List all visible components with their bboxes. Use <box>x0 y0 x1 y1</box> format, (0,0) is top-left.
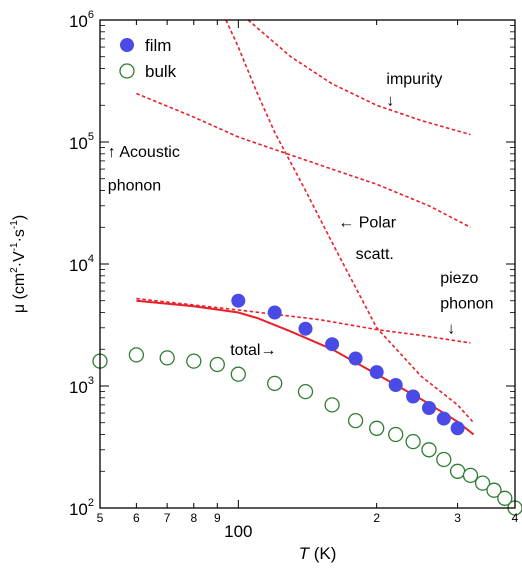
curve-acoustic-phonon <box>136 92 471 229</box>
bulk-point <box>128 347 145 363</box>
y-label-sup3: -1 <box>9 220 20 229</box>
polar-label-2: scatt. <box>356 246 394 263</box>
film-point <box>325 337 340 352</box>
film-point <box>267 305 282 320</box>
polar-label-1: ← Polar <box>338 214 396 231</box>
x-axis-label: T (K) <box>299 544 337 563</box>
bulk-point <box>449 463 466 479</box>
data-points <box>92 293 522 516</box>
plot-frame <box>99 19 516 509</box>
x-axis-label-rest: (K) <box>309 544 336 563</box>
model-curves <box>136 20 475 436</box>
bulk-point <box>388 426 404 443</box>
curve-total <box>136 299 475 436</box>
x-tick-label: 100 <box>224 522 252 541</box>
y-label-sup2: -1 <box>9 242 20 251</box>
film-point <box>422 401 436 415</box>
film-point <box>231 293 246 308</box>
bulk-point <box>486 482 502 498</box>
annotations: impurity ↓ ↑ Acoustic phonon ← Polar scatt. pi… <box>108 71 494 359</box>
bulk-point <box>230 366 246 382</box>
x-tick-label: 7 <box>164 511 171 525</box>
film-point <box>348 351 363 366</box>
film-point <box>450 421 465 436</box>
bulk-point <box>347 412 364 429</box>
bulk-point <box>497 490 513 506</box>
bulk-point <box>324 397 340 413</box>
curve-impurity <box>247 20 471 136</box>
bulk-point <box>462 467 479 484</box>
y-tick-label: 106 <box>69 9 94 31</box>
legend-label-film: film <box>145 36 171 55</box>
piezo-label-1: piezo <box>440 270 478 287</box>
legend-label-bulk: bulk <box>145 62 177 81</box>
y-tick-label: 105 <box>69 131 94 153</box>
x-tick-label: 2 <box>373 511 380 525</box>
bulk-point <box>405 433 421 450</box>
y-label-end: ) <box>11 215 28 220</box>
bulk-point <box>267 375 283 392</box>
legend-marker-bulk <box>119 63 135 79</box>
x-axis-label-italic: T <box>299 544 311 563</box>
y-label-mid2: ·s <box>11 229 28 242</box>
film-point <box>436 411 451 426</box>
x-tick-label: 6 <box>133 511 140 525</box>
y-label-sup1: 2 <box>9 267 20 273</box>
piezo-label-2: phonon <box>440 296 493 313</box>
y-tick-label: 102 <box>69 497 94 519</box>
y-axis-label: μ (cm2·V-1·s-1) <box>9 215 28 313</box>
film-point <box>369 365 384 380</box>
bulk-point <box>159 350 175 366</box>
x-tick-label: 4 <box>512 511 519 525</box>
bulk-point <box>209 356 225 373</box>
film-point <box>388 378 403 392</box>
y-label-base: μ (cm <box>11 273 28 313</box>
film-point <box>298 321 313 336</box>
film-point <box>406 389 421 404</box>
acoustic-label-1: ↑ Acoustic <box>108 144 180 161</box>
legend: film bulk <box>119 36 177 81</box>
legend-marker-film <box>120 38 134 52</box>
acoustic-label-2: phonon <box>108 178 161 195</box>
x-tick-label: 9 <box>214 511 221 525</box>
x-tick-label: 3 <box>454 511 461 525</box>
total-label: total→ <box>230 342 276 359</box>
bulk-point <box>421 442 437 458</box>
y-label-mid1: ·V <box>11 251 28 267</box>
impurity-arrow: ↓ <box>386 92 394 109</box>
y-tick-label: 104 <box>69 253 94 275</box>
bulk-point <box>436 451 452 468</box>
y-tick-label: 103 <box>69 375 94 397</box>
impurity-label: impurity <box>386 71 442 88</box>
bulk-point <box>369 420 385 436</box>
curve-polar-scattering <box>225 20 475 424</box>
curve-piezo-phonon <box>136 297 471 344</box>
bulk-point <box>186 353 202 369</box>
piezo-arrow: ↓ <box>447 320 455 337</box>
bulk-point <box>474 475 491 491</box>
bulk-point <box>297 383 314 400</box>
x-tick-label: 8 <box>190 511 197 525</box>
x-tick-label: 5 <box>97 511 104 525</box>
